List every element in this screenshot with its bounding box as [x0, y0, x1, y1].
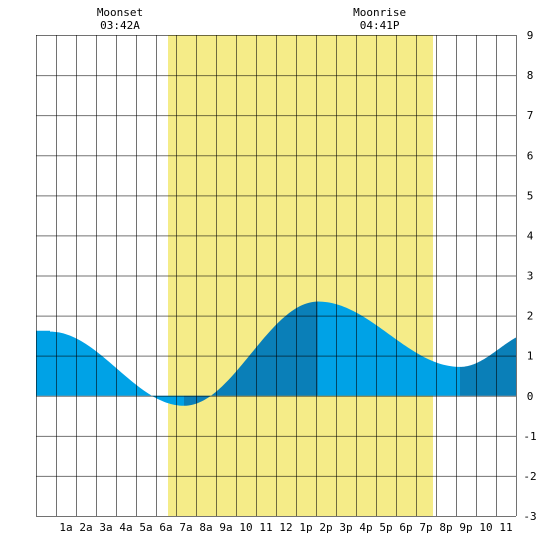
- y-tick-label: 1: [527, 350, 534, 363]
- x-tick-label: 2p: [319, 521, 332, 534]
- x-tick-label: 9a: [219, 521, 232, 534]
- y-tick-label: -1: [523, 430, 536, 443]
- x-tick-label: 11: [499, 521, 512, 534]
- y-tick-label: 2: [527, 310, 534, 323]
- x-tick-label: 5p: [379, 521, 392, 534]
- x-tick-label: 1a: [59, 521, 72, 534]
- tide-falling-segment: [318, 301, 460, 396]
- y-tick-label: 7: [527, 109, 534, 122]
- x-tick-label: 2a: [79, 521, 92, 534]
- event-time: 03:42A: [100, 19, 140, 32]
- x-tick-label: 10: [479, 521, 492, 534]
- x-tick-label: 8p: [439, 521, 452, 534]
- event-time: 04:41P: [360, 19, 400, 32]
- y-tick-label: -2: [523, 470, 536, 483]
- y-tick-label: 3: [527, 270, 534, 283]
- x-tick-label: 7a: [179, 521, 192, 534]
- event-label: Moonrise: [353, 6, 406, 19]
- y-tick-label: 5: [527, 189, 534, 202]
- event-label: Moonset: [97, 6, 143, 19]
- x-tick-label: 7p: [419, 521, 432, 534]
- x-tick-label: 6a: [159, 521, 172, 534]
- tide-falling-segment: [36, 330, 50, 396]
- y-tick-label: 6: [527, 149, 534, 162]
- x-tick-label: 8a: [199, 521, 212, 534]
- tide-rising-segment: [184, 301, 318, 406]
- x-tick-label: 4p: [359, 521, 372, 534]
- x-tick-label: 9p: [459, 521, 472, 534]
- x-tick-label: 3p: [339, 521, 352, 534]
- x-tick-label: 10: [239, 521, 252, 534]
- x-tick-label: 3a: [99, 521, 112, 534]
- y-tick-label: 4: [527, 229, 534, 242]
- x-tick-label: 6p: [399, 521, 412, 534]
- y-tick-label: 9: [527, 29, 534, 42]
- y-axis-ticks: -3 -2 -1 0 1 2 3 4 5 6 7 8 9: [523, 29, 536, 523]
- y-tick-label: 0: [527, 390, 534, 403]
- x-tick-label: 12: [279, 521, 292, 534]
- y-tick-label: 8: [527, 69, 534, 82]
- x-tick-label: 4a: [119, 521, 132, 534]
- x-tick-label: 5a: [139, 521, 152, 534]
- tide-rising-segment: [460, 337, 516, 396]
- grid-lines: [36, 35, 517, 517]
- x-tick-label: 1p: [299, 521, 312, 534]
- y-tick-label: -3: [523, 510, 536, 523]
- x-axis-ticks: 1a 2a 3a 4a 5a 6a 7a 8a 9a 10 11 12 1p 2p 3p 4p 5p 6p 7p 8p…: [59, 521, 512, 534]
- x-tick-label: 11: [259, 521, 272, 534]
